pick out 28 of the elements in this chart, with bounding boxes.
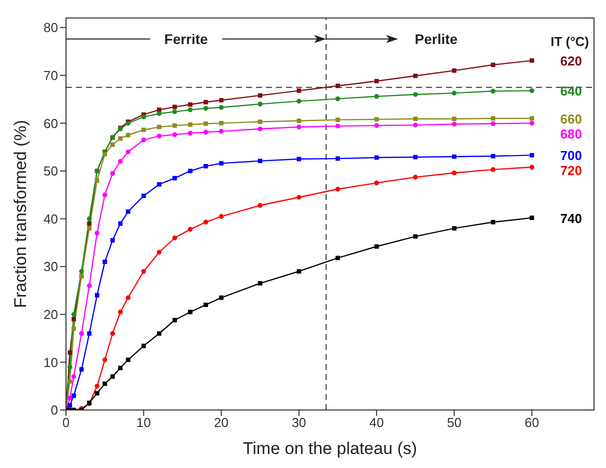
text: 660	[560, 111, 582, 126]
y-tick-label: 50	[44, 164, 58, 179]
text: 620	[560, 54, 582, 69]
legend-title: IT (°C)	[550, 34, 589, 49]
text: 720	[560, 163, 582, 178]
y-tick-label: 20	[44, 307, 58, 322]
text: 640	[560, 84, 582, 99]
text: 700	[560, 148, 582, 164]
x-tick-label: 20	[214, 415, 229, 430]
text: 680	[560, 126, 582, 142]
y-tick-label: 10	[44, 354, 58, 370]
x-tick-label: 40	[369, 415, 384, 430]
y-tick-label: 0	[50, 402, 58, 418]
x-axis-title: Time on the plateau (s)	[242, 439, 418, 458]
x-tick-label: 30	[292, 415, 306, 430]
y-tick-label: 80	[44, 20, 58, 36]
y-tick-label: 70	[44, 68, 58, 83]
x-tick-label: 0	[62, 415, 70, 430]
annotation: Perlite	[414, 31, 458, 48]
annotation: Ferrite	[164, 31, 208, 48]
y-tick-label: 40	[44, 211, 58, 226]
text: 740	[560, 210, 582, 226]
y-tick-label: 60	[44, 116, 58, 131]
y-tick-label: 30	[44, 259, 58, 274]
x-tick-label: 60	[524, 415, 540, 430]
x-tick-label: 50	[447, 415, 462, 430]
x-tick-label: 10	[136, 415, 151, 430]
y-axis-title: Fraction transformed (%)	[11, 120, 30, 308]
